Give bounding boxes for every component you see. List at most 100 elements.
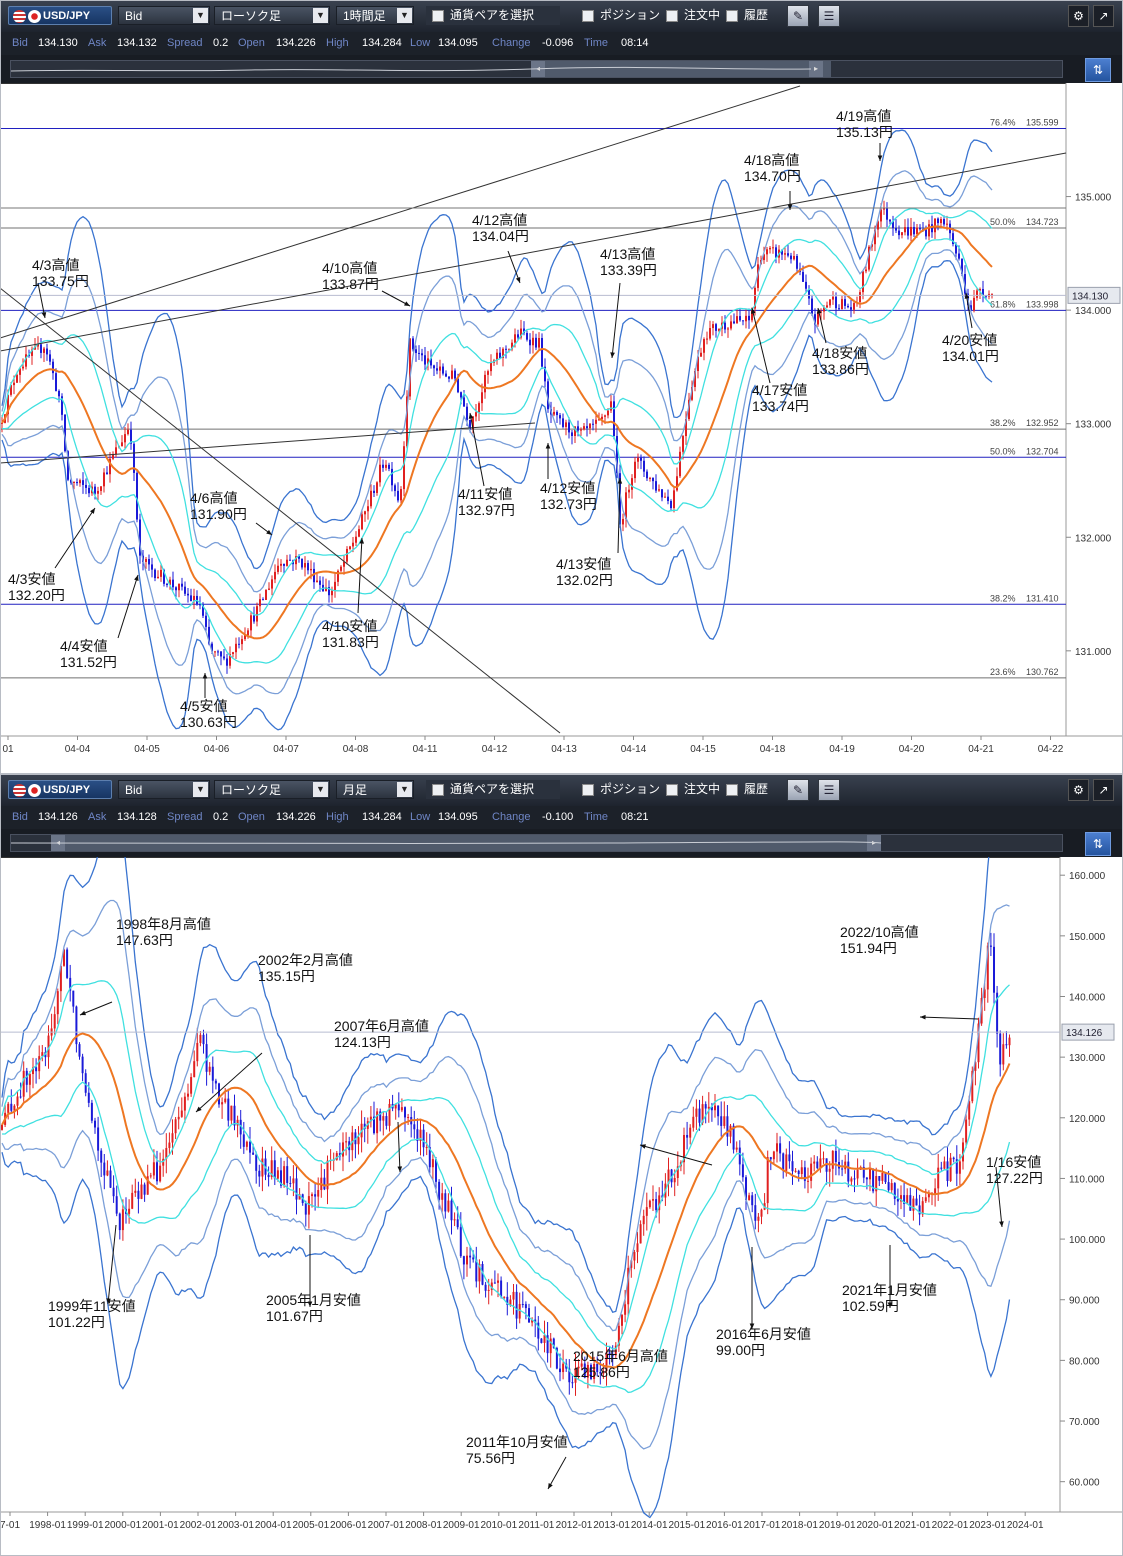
- annotation-arrow: [995, 1166, 1003, 1228]
- candle-body: [853, 1178, 856, 1180]
- symbol-selector[interactable]: USD/JPY: [8, 780, 112, 799]
- candle-body: [22, 366, 24, 369]
- candle-body: [881, 1172, 884, 1181]
- expand-icon[interactable]: ⇅: [1085, 832, 1111, 856]
- candle-body: [900, 1195, 902, 1202]
- candle-body: [115, 447, 117, 455]
- candle-body: [571, 432, 573, 436]
- candle-body: [810, 1163, 813, 1181]
- candle-body: [738, 1147, 741, 1165]
- history-toggle[interactable]: 履歴: [726, 780, 780, 799]
- price-side-dropdown[interactable]: Bid ▼: [118, 780, 210, 799]
- candle-body: [670, 500, 672, 509]
- list-button[interactable]: ☰: [818, 5, 840, 27]
- candle-body: [832, 296, 834, 300]
- candle-body: [631, 478, 633, 490]
- candle-body: [43, 348, 45, 353]
- candle-body: [549, 1338, 552, 1354]
- candle-body: [180, 1110, 183, 1117]
- candle-body: [478, 1263, 481, 1282]
- checkbox[interactable]: [666, 783, 678, 796]
- candle-body: [311, 1194, 313, 1197]
- price-chart[interactable]: 160.000 150.000 140.000 130.000 120.000 110.0…: [0, 857, 1123, 1556]
- candle-body: [1002, 1044, 1005, 1065]
- bid-value: 134.130: [38, 37, 78, 49]
- chart-type-dropdown[interactable]: ローソク足 ▼: [214, 6, 330, 25]
- orders-toggle[interactable]: 注文中: [666, 780, 726, 799]
- x-tick-label: 04-21: [968, 744, 994, 755]
- chart-type-dropdown[interactable]: ローソク足 ▼: [214, 780, 330, 799]
- candle-body: [613, 401, 615, 437]
- draw-tool-button[interactable]: ✎: [787, 779, 809, 801]
- checkbox[interactable]: [582, 9, 594, 22]
- orders-toggle[interactable]: 注文中: [666, 6, 726, 25]
- candle-body: [614, 1345, 617, 1356]
- candle-body: [692, 1116, 695, 1128]
- checkbox[interactable]: [726, 9, 738, 22]
- list-button[interactable]: ☰: [818, 779, 840, 801]
- checkbox[interactable]: [666, 9, 678, 22]
- position-toggle[interactable]: ポジション: [582, 6, 662, 25]
- checkbox[interactable]: [432, 783, 444, 796]
- band-upper-2: [1, 170, 993, 593]
- candle-body: [982, 289, 984, 296]
- candle-body: [475, 1259, 478, 1282]
- annotation-arrow: [507, 250, 521, 284]
- gear-icon[interactable]: ⚙: [1068, 779, 1089, 801]
- candle-body: [694, 371, 696, 388]
- candle-body: [700, 352, 702, 357]
- candle-body: [658, 489, 660, 491]
- candle-body: [895, 228, 897, 231]
- candle-body: [261, 1158, 264, 1177]
- history-toggle[interactable]: 履歴: [726, 6, 780, 25]
- candle-body: [772, 1151, 775, 1160]
- candle-body: [382, 1116, 385, 1121]
- candle-body: [103, 1162, 106, 1176]
- price-side-dropdown[interactable]: Bid ▼: [118, 6, 210, 25]
- symbol-selector[interactable]: USD/JPY: [8, 6, 112, 25]
- navigator-track[interactable]: ◂ ▸: [10, 60, 1063, 78]
- candle-body: [276, 1170, 279, 1179]
- candle-body: [910, 226, 912, 236]
- x-tick-label: 2016-01: [706, 1520, 743, 1531]
- band-upper-2: [1, 899, 1010, 1332]
- checkbox[interactable]: [582, 783, 594, 796]
- y-tick-label: 131.000: [1075, 647, 1112, 658]
- candle-body: [252, 1152, 255, 1155]
- gear-icon[interactable]: ⚙: [1068, 5, 1089, 27]
- band-lower-3: [1, 260, 993, 731]
- candle-body: [211, 1066, 214, 1081]
- navigator-handle-right[interactable]: ▸: [809, 61, 823, 77]
- candle-body: [190, 595, 192, 602]
- timeframe-dropdown[interactable]: 1時間足 ▼: [336, 6, 414, 25]
- candle-body: [168, 1142, 171, 1148]
- checkbox[interactable]: [432, 9, 444, 22]
- candle-body: [25, 1070, 28, 1085]
- checkbox[interactable]: [726, 783, 738, 796]
- timeframe-dropdown[interactable]: 月足 ▼: [336, 780, 414, 799]
- candle-body: [993, 946, 995, 993]
- candle-body: [239, 1119, 242, 1135]
- draw-tool-button[interactable]: ✎: [787, 5, 809, 27]
- candle-body: [67, 451, 69, 480]
- navigator-bar: ◂ ▸ ⇅: [0, 55, 1123, 84]
- pair-select-toggle[interactable]: 通貨ペアを選択: [426, 780, 560, 799]
- candle-body: [159, 1165, 162, 1182]
- candle-body: [419, 1129, 422, 1142]
- x-tick-label: 1999-01: [67, 1520, 104, 1531]
- x-tick-label: 2002-01: [180, 1520, 217, 1531]
- popout-icon[interactable]: ↗: [1093, 5, 1114, 27]
- candle-body: [337, 570, 339, 582]
- candle-body: [412, 338, 414, 350]
- expand-icon[interactable]: ⇅: [1085, 58, 1111, 82]
- annotation-label: 4/10高値 133.87円: [322, 260, 379, 292]
- navigator-selection[interactable]: [531, 61, 831, 77]
- navigator-track[interactable]: ◂ ▸: [10, 834, 1063, 852]
- candle-body: [295, 1178, 298, 1200]
- x-tick-label: 2024-01: [1007, 1520, 1044, 1531]
- popout-icon[interactable]: ↗: [1093, 779, 1114, 801]
- position-toggle[interactable]: ポジション: [582, 780, 662, 799]
- price-chart[interactable]: 135.000 134.000 133.000 132.000 131.000 01 04-…: [0, 83, 1123, 774]
- pair-select-toggle[interactable]: 通貨ペアを選択: [426, 6, 560, 25]
- candle-body: [909, 1195, 912, 1211]
